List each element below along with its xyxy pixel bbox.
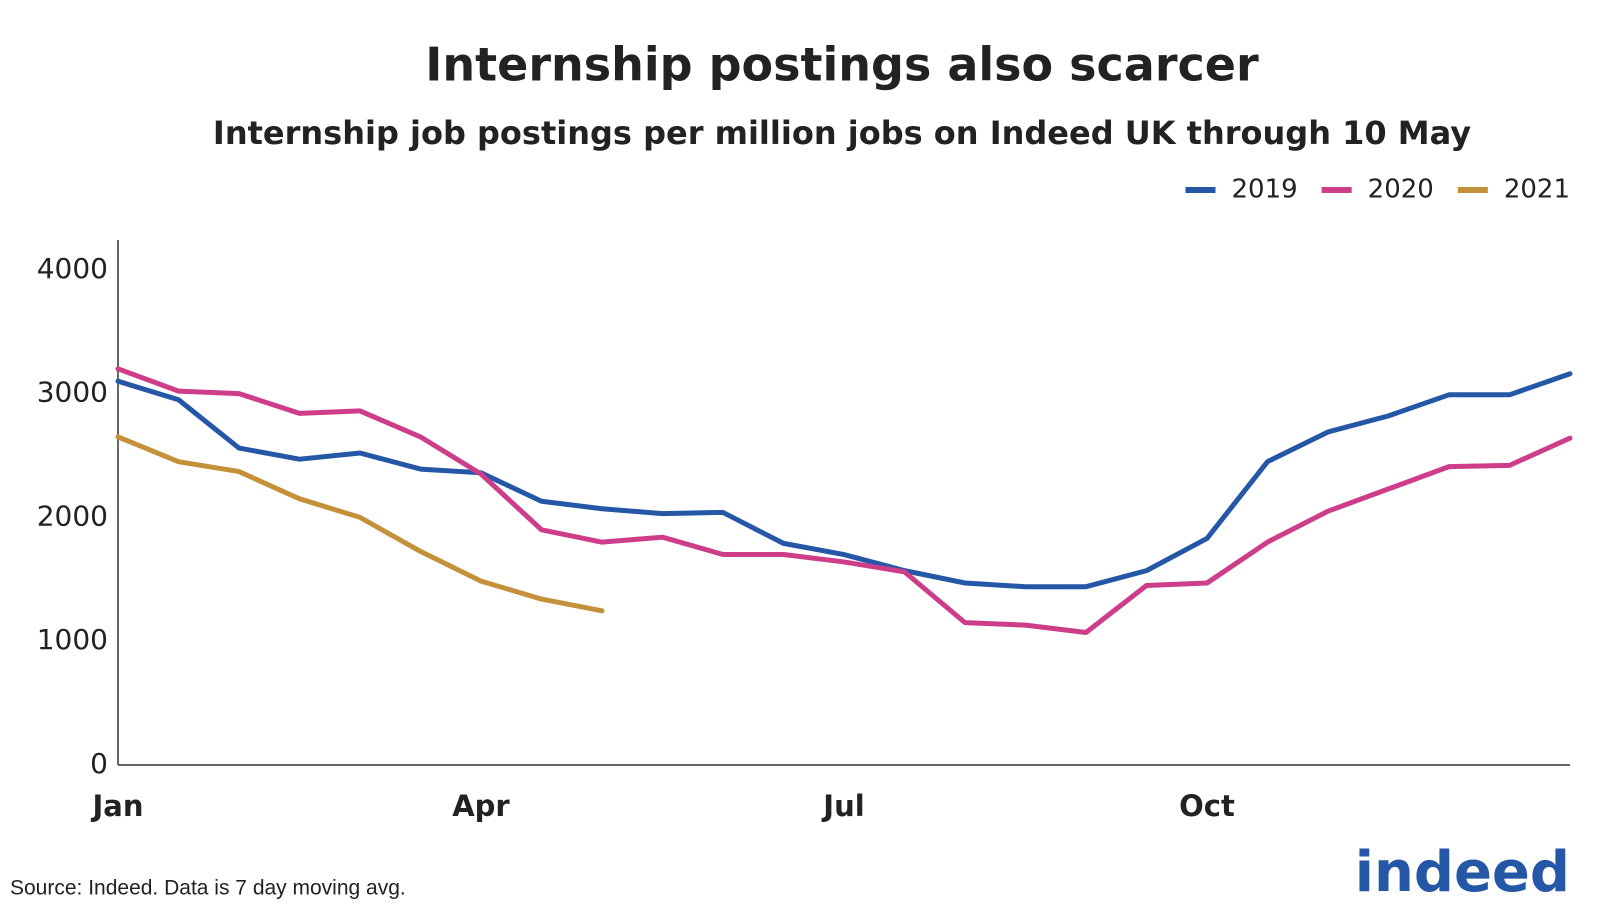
y-tick-label: 1000 <box>37 623 108 656</box>
logo: indeed <box>1355 840 1570 905</box>
x-tick-label: Oct <box>1179 789 1235 823</box>
chart-subtitle: Internship job postings per million jobs… <box>213 114 1471 152</box>
x-tick-label: Jan <box>90 789 143 823</box>
legend-label: 2020 <box>1368 175 1434 205</box>
y-tick-label: 4000 <box>37 252 108 285</box>
y-tick-label: 3000 <box>37 376 108 409</box>
x-tick-label: Jul <box>821 789 864 823</box>
x-tick-label: Apr <box>452 789 510 823</box>
line-series <box>115 366 1573 636</box>
line-series <box>115 371 1573 590</box>
chart-title: Internship postings also scarcer <box>425 38 1259 92</box>
line-series <box>115 434 605 614</box>
legend-label: 2019 <box>1231 175 1297 205</box>
source-note: Source: Indeed. Data is 7 day moving avg… <box>10 877 406 900</box>
y-tick-label: 0 <box>90 747 108 780</box>
y-tick-label: 2000 <box>37 499 108 532</box>
legend-label: 2021 <box>1504 175 1570 205</box>
